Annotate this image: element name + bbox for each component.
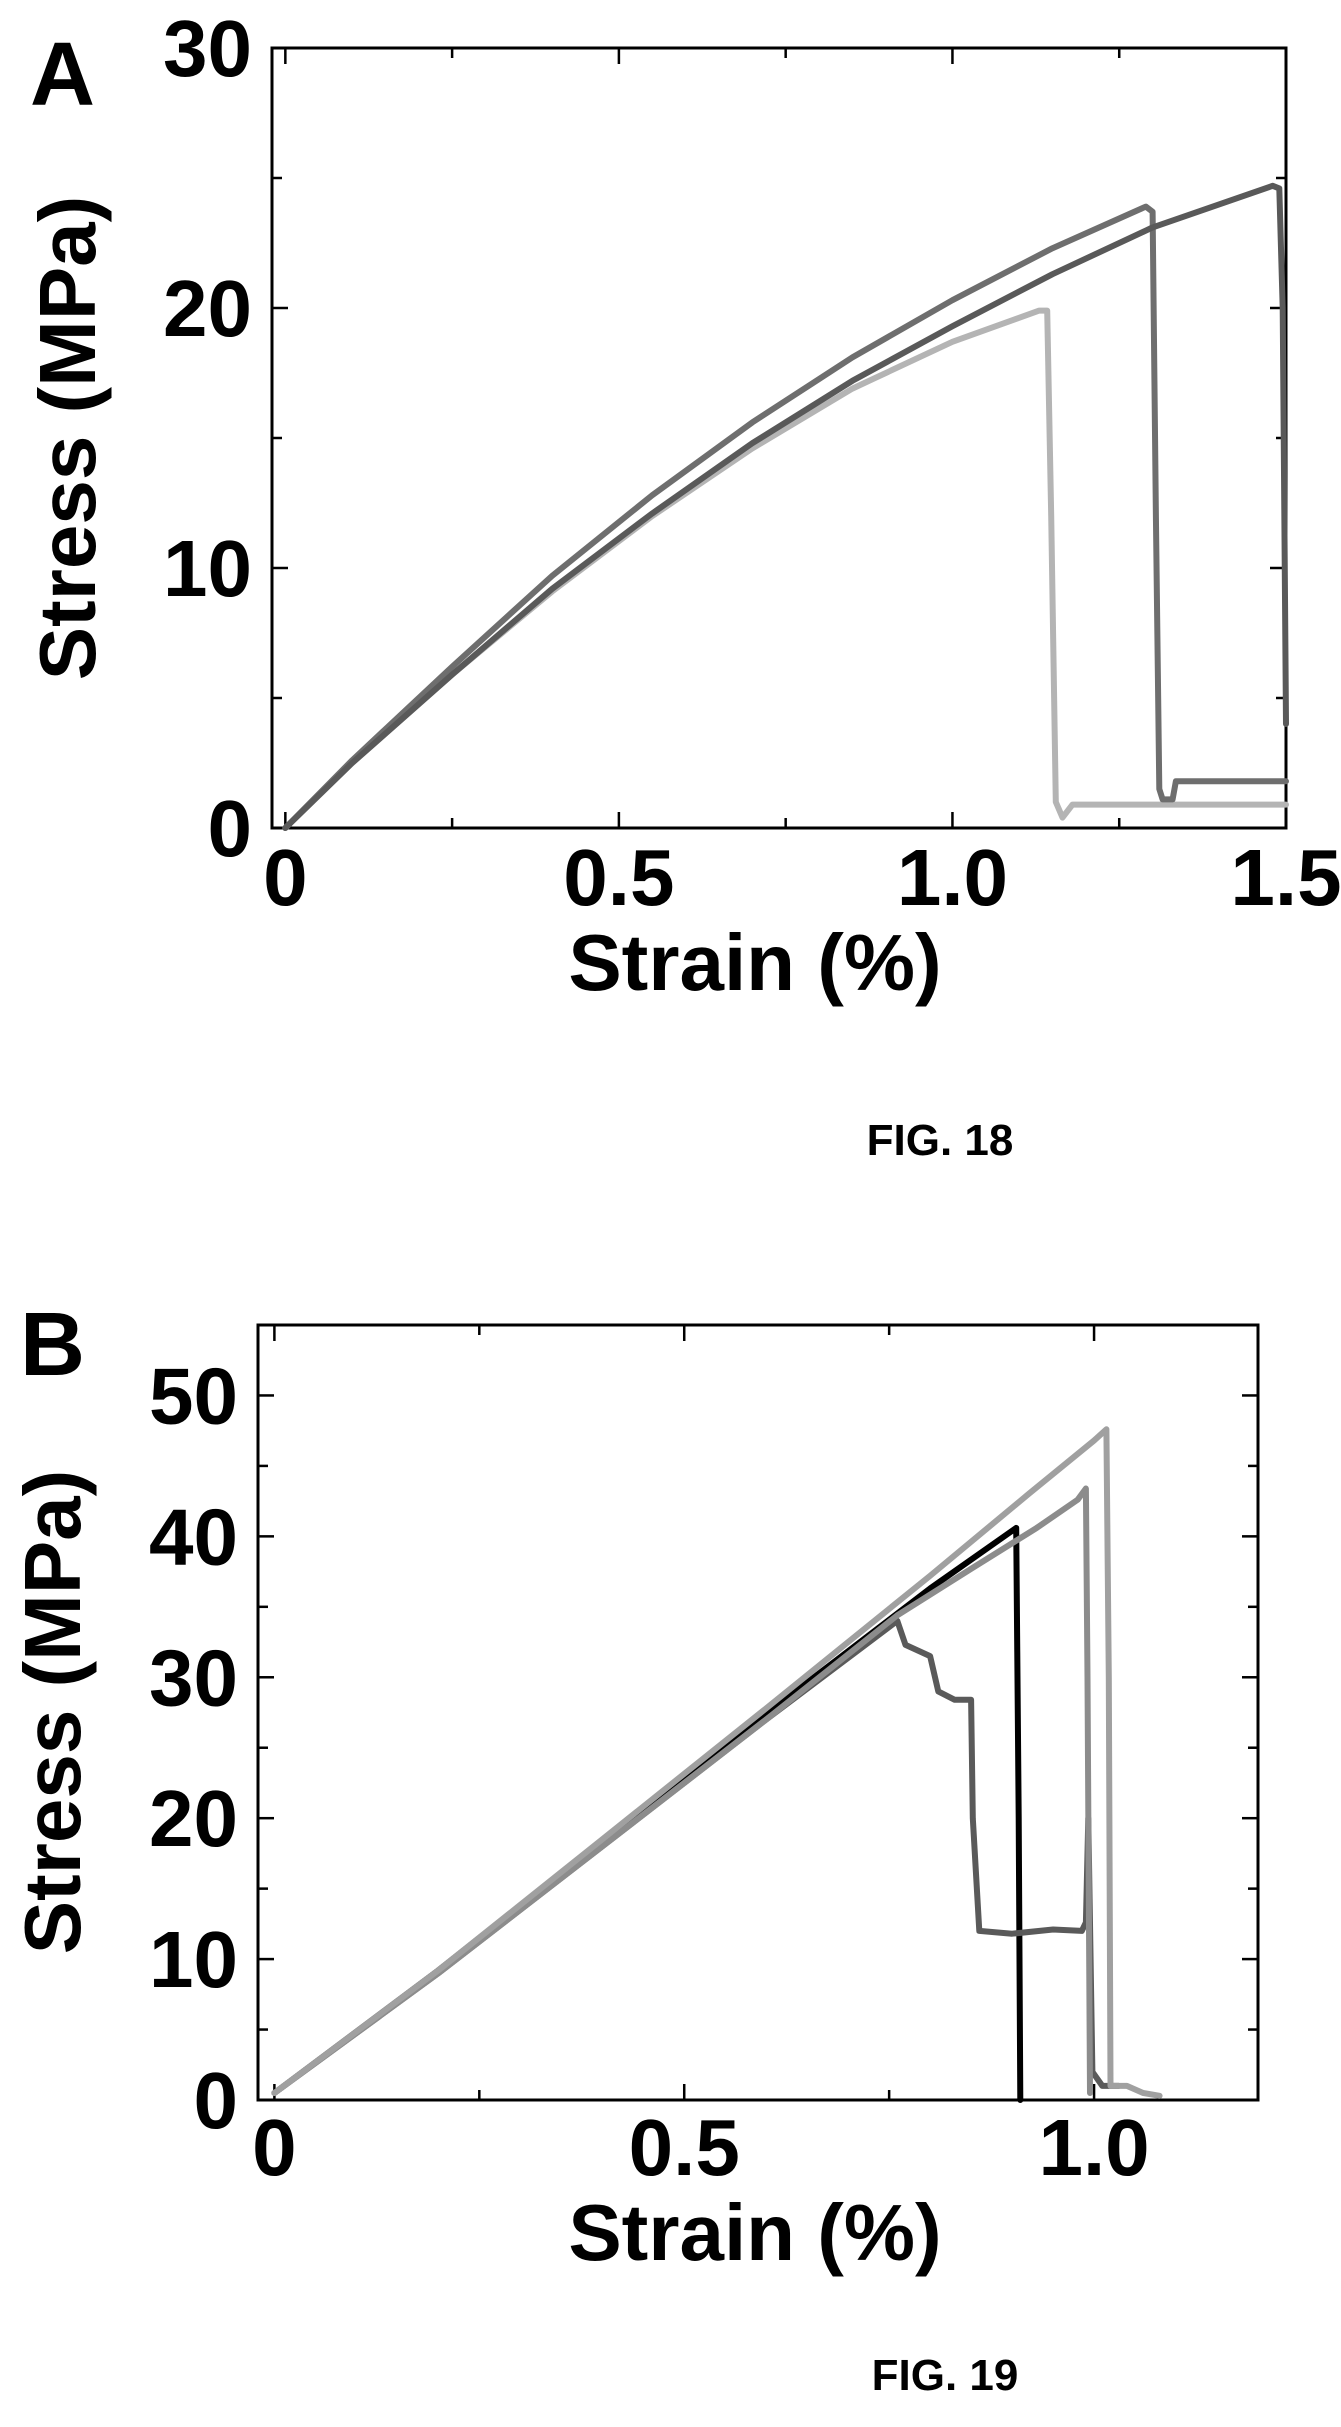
x-tick-label: 0.5: [563, 833, 674, 922]
plot-frame: [270, 46, 1288, 830]
x-tick-label: 1.0: [897, 833, 1008, 922]
figure-caption: FIG. 18: [867, 1116, 1014, 1165]
y-tick-label: 0: [194, 2056, 239, 2145]
x-tick-label: 1.5: [1230, 833, 1341, 922]
x-tick-label: 1.0: [1038, 2103, 1149, 2192]
series-line-3: [282, 182, 1289, 831]
series-line-2: [282, 203, 1289, 831]
tick-labels: 0 0.5 1.0 1.5 0 10 20 30: [163, 4, 1341, 922]
y-tick-label: 30: [149, 1633, 238, 1722]
panel-letter: B: [20, 1295, 85, 1395]
y-tick-label: 40: [149, 1492, 238, 1581]
x-tick-label: 0.5: [629, 2103, 740, 2192]
chart-panel-b: B 0 0.5 1.0 0 10 20 30 40 50 Strain (%) Stress (…: [8, 1295, 1260, 2400]
y-tick-label: 10: [149, 1915, 238, 2004]
series-group: [271, 1426, 1163, 2103]
chart-panel-a: A 0 0.5 1.0 1.5 0 10 20 30 Strain (%) Stress (M…: [23, 4, 1341, 1165]
x-axis-title: Strain (%): [568, 2188, 941, 2277]
y-tick-label: 30: [163, 4, 252, 93]
series-line-1: [282, 307, 1289, 831]
series-line-2: [271, 1617, 1122, 2096]
axis-ticks: [258, 1323, 1258, 2102]
figure-caption: FIG. 19: [872, 2351, 1019, 2400]
axis-ticks: [272, 46, 1288, 830]
series-group: [282, 182, 1289, 831]
y-tick-label: 50: [149, 1351, 238, 1440]
tick-labels: 0 0.5 1.0 0 10 20 30 40 50: [149, 1351, 1150, 2192]
plot-frame: [256, 1323, 1260, 2102]
y-tick-label: 0: [208, 784, 253, 873]
y-tick-label: 10: [163, 524, 252, 613]
y-tick-label: 20: [149, 1774, 238, 1863]
series-line-4: [271, 1426, 1163, 2099]
y-axis-title: Stress (MPa): [23, 196, 112, 681]
panel-letter: A: [30, 25, 95, 125]
y-axis-title: Stress (MPa): [8, 1470, 97, 1955]
y-tick-label: 20: [163, 264, 252, 353]
x-tick-label: 0: [263, 833, 308, 922]
x-axis-title: Strain (%): [568, 918, 941, 1007]
x-tick-label: 0: [252, 2103, 297, 2192]
series-line-3: [271, 1485, 1093, 2096]
